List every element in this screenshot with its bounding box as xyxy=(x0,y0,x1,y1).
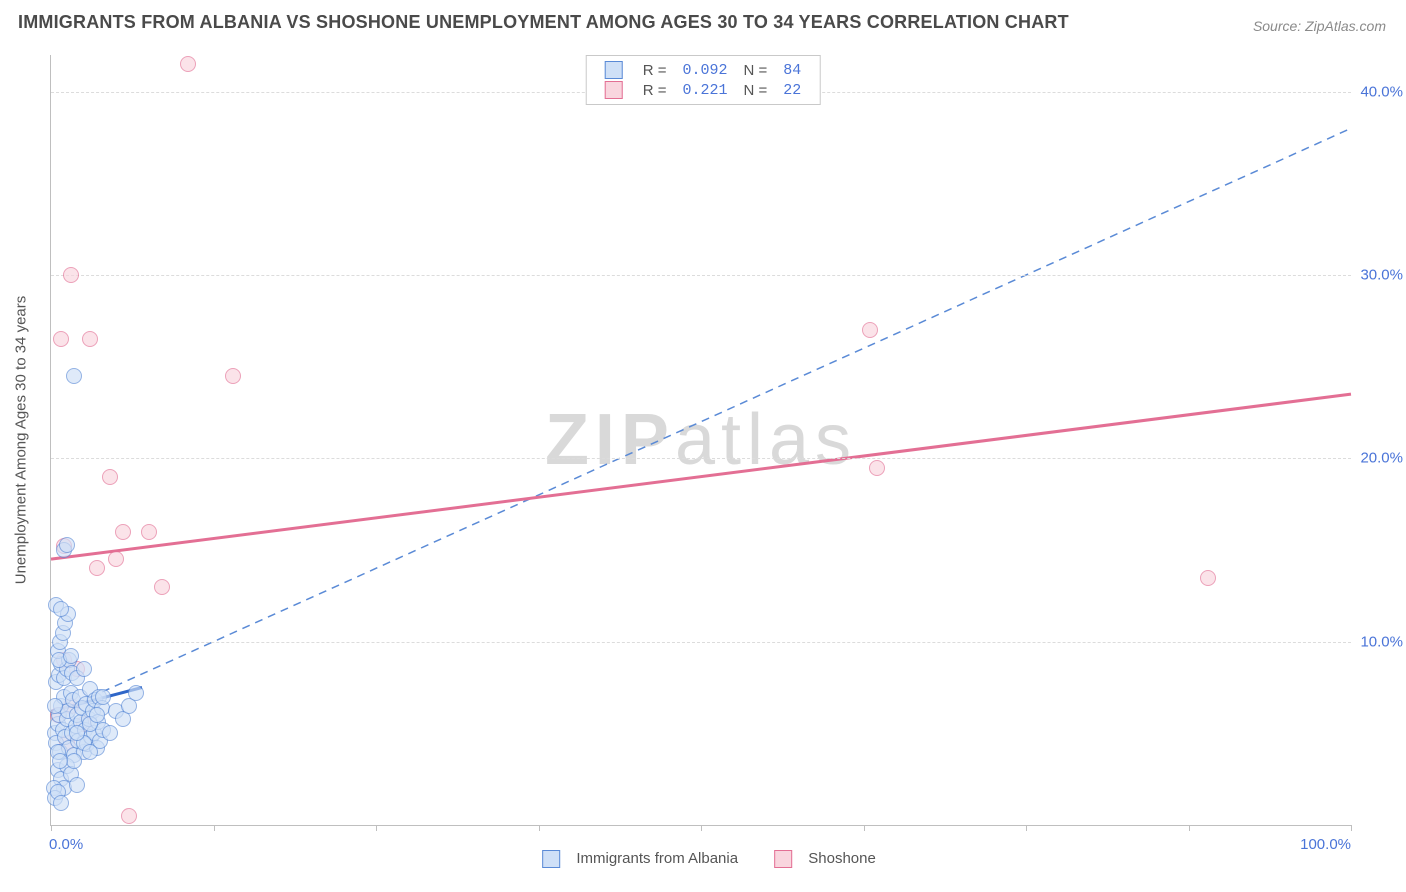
x-tick xyxy=(214,825,215,831)
source-attribution: Source: ZipAtlas.com xyxy=(1253,18,1386,34)
data-point xyxy=(141,524,157,540)
y-axis-label: Unemployment Among Ages 30 to 34 years xyxy=(13,296,30,585)
x-tick-label: 0.0% xyxy=(49,836,83,853)
watermark-bold: ZIP xyxy=(545,400,675,480)
data-point xyxy=(154,579,170,595)
legend-r-label: R = xyxy=(635,80,675,100)
data-point xyxy=(89,707,105,723)
data-point xyxy=(69,777,85,793)
x-tick xyxy=(1189,825,1190,831)
data-point xyxy=(102,469,118,485)
y-tick-label: 10.0% xyxy=(1353,633,1403,650)
correlation-legend-table: R =0.092N =84R =0.221N =22 xyxy=(597,60,810,100)
legend-item: Immigrants from Albania xyxy=(530,850,738,867)
gridline-horizontal xyxy=(51,458,1351,459)
data-point xyxy=(47,698,63,714)
trend-line-shoshone xyxy=(51,394,1351,559)
data-point xyxy=(63,648,79,664)
data-point xyxy=(66,753,82,769)
y-tick-label: 20.0% xyxy=(1353,450,1403,467)
legend-r-value: 0.092 xyxy=(674,60,735,80)
watermark-text: ZIPatlas xyxy=(545,399,857,481)
data-point xyxy=(1200,570,1216,586)
legend-swatch xyxy=(542,850,560,868)
gridline-horizontal xyxy=(51,275,1351,276)
data-point xyxy=(862,322,878,338)
legend-r-label: R = xyxy=(635,60,675,80)
data-point xyxy=(108,551,124,567)
chart-title: IMMIGRANTS FROM ALBANIA VS SHOSHONE UNEM… xyxy=(18,12,1069,33)
data-point xyxy=(76,661,92,677)
legend-item: Shoshone xyxy=(762,850,876,867)
x-tick xyxy=(51,825,52,831)
x-tick xyxy=(539,825,540,831)
data-point xyxy=(121,808,137,824)
legend-row: R =0.092N =84 xyxy=(597,60,810,80)
legend-swatch xyxy=(605,81,623,99)
watermark-light: atlas xyxy=(675,400,857,480)
data-point xyxy=(89,560,105,576)
x-tick xyxy=(1026,825,1027,831)
data-point xyxy=(53,795,69,811)
y-tick-label: 40.0% xyxy=(1353,83,1403,100)
x-tick-label: 100.0% xyxy=(1300,836,1351,853)
data-point xyxy=(52,753,68,769)
series-legend: Immigrants from Albania Shoshone xyxy=(510,848,896,870)
data-point xyxy=(225,368,241,384)
trend-line-immigrants-from-albania xyxy=(51,128,1351,715)
legend-swatch xyxy=(774,850,792,868)
legend-n-value: 22 xyxy=(775,80,809,100)
x-tick xyxy=(1351,825,1352,831)
correlation-legend: R =0.092N =84R =0.221N =22 xyxy=(586,55,821,105)
data-point xyxy=(59,537,75,553)
legend-row: R =0.221N =22 xyxy=(597,80,810,100)
data-point xyxy=(115,524,131,540)
legend-swatch xyxy=(605,61,623,79)
y-tick-label: 30.0% xyxy=(1353,267,1403,284)
legend-n-label: N = xyxy=(736,60,776,80)
data-point xyxy=(180,56,196,72)
data-point xyxy=(53,601,69,617)
legend-n-value: 84 xyxy=(775,60,809,80)
gridline-horizontal xyxy=(51,642,1351,643)
x-tick xyxy=(376,825,377,831)
x-tick xyxy=(701,825,702,831)
data-point xyxy=(63,267,79,283)
legend-r-value: 0.221 xyxy=(674,80,735,100)
data-point xyxy=(66,368,82,384)
data-point xyxy=(869,460,885,476)
scatter-plot-area: Unemployment Among Ages 30 to 34 years Z… xyxy=(50,55,1351,826)
data-point xyxy=(53,331,69,347)
trend-lines-layer xyxy=(51,55,1351,825)
data-point xyxy=(82,744,98,760)
x-tick xyxy=(864,825,865,831)
data-point xyxy=(69,725,85,741)
legend-n-label: N = xyxy=(736,80,776,100)
data-point xyxy=(82,331,98,347)
data-point xyxy=(128,685,144,701)
data-point xyxy=(95,689,111,705)
data-point xyxy=(102,725,118,741)
